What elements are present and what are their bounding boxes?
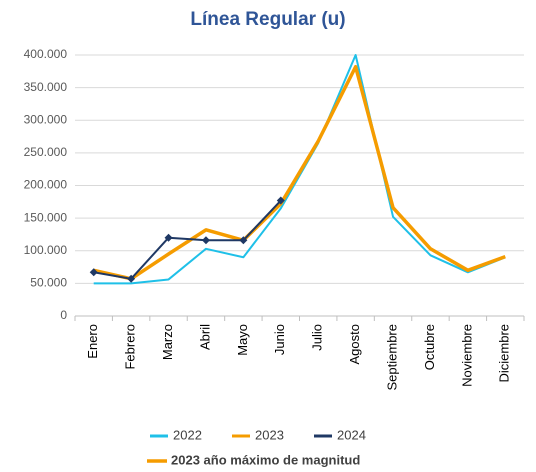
y-tick-label: 350.000 [24,80,68,94]
point-marker [276,196,285,205]
x-tick-label: Septiembre [384,324,399,390]
y-tick-label: 200.000 [24,178,68,192]
point-marker [89,268,98,277]
x-tick-label: Febrero [123,324,138,370]
point-marker [239,236,248,245]
x-tick-label: Noviembre [459,324,474,387]
x-tick-label: Julio [310,324,325,351]
x-tick-label: Enero [85,324,100,359]
x-tick-label: Marzo [160,324,175,360]
x-tick-label: Agosto [347,324,362,364]
series-line [93,64,506,281]
series-line [93,199,282,280]
legend-label: 2022 [173,427,202,442]
x-tick-label: Junio [272,324,287,355]
point-marker [127,274,136,283]
x-tick-label: Diciembre [497,324,512,383]
chart-title: Línea Regular (u) [190,9,345,30]
annotation: 2023 año máximo de magnitud [171,452,360,467]
y-tick-label: 0 [60,308,67,322]
y-tick-label: 150.000 [24,210,68,224]
x-tick-label: Mayo [235,324,250,356]
y-tick-label: 50.000 [30,276,67,290]
y-tick-label: 250.000 [24,145,68,159]
point-marker [164,233,173,242]
point-marker [201,236,210,245]
y-tick-label: 300.000 [24,112,68,126]
x-tick-label: Octubre [422,324,437,370]
legend-label: 2023 [255,427,284,442]
y-tick-label: 400.000 [24,47,68,61]
legend-label: 2024 [337,427,366,442]
y-tick-label: 100.000 [24,243,68,257]
x-tick-label: Abril [197,324,212,350]
